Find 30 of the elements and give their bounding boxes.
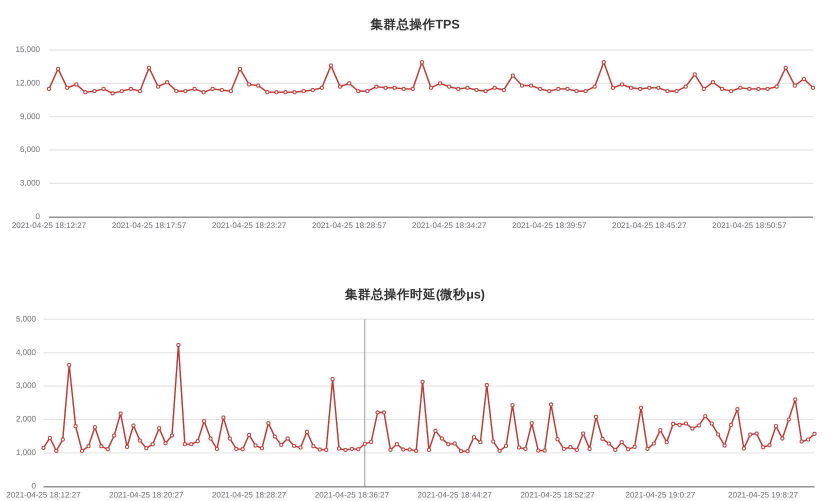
ytick: 6,000 [20, 145, 40, 154]
xtick: 2021-04-25 18:12:27 [12, 220, 86, 230]
xtick: 2021-04-25 18:17:57 [112, 220, 186, 230]
xtick: 2021-04-25 18:23:27 [212, 220, 286, 230]
xtick: 2021-04-25 18:45:27 [612, 220, 686, 230]
xtick: 2021-04-25 18:28:57 [312, 220, 386, 230]
ytick: 15,000 [16, 45, 40, 54]
ytick: 0 [36, 212, 40, 221]
xtick: 2021-04-25 18:12:27 [6, 490, 81, 500]
ytick: 0 [32, 481, 36, 490]
ytick: 2,000 [16, 414, 36, 424]
xtick: 2021-04-25 18:34:27 [412, 220, 486, 230]
ytick: 1,000 [16, 448, 36, 457]
xtick: 2021-04-25 18:39:57 [512, 220, 586, 230]
xtick: 2021-04-25 18:28:27 [212, 490, 286, 500]
xtick: 2021-04-25 18:52:27 [520, 490, 595, 500]
xtick: 2021-04-25 18:36:27 [314, 490, 390, 500]
xtick: 2021-04-25 18:50:57 [712, 220, 786, 230]
ytick: 3,000 [16, 381, 36, 390]
xtick: 2021-04-25 18:20:27 [109, 490, 184, 500]
xtick: 2021-04-25 19:0:27 [625, 490, 696, 500]
title: 集群总操作TPS [370, 17, 460, 32]
ytick: 4,000 [16, 348, 36, 357]
xtick: 2021-04-25 19:8:27 [728, 490, 798, 500]
ytick: 5,000 [16, 314, 36, 324]
ytick: 9,000 [20, 112, 40, 121]
ytick: 3,000 [20, 178, 40, 188]
ytick: 12,000 [16, 78, 40, 88]
title: 集群总操作时延(微秒μs) [345, 287, 485, 302]
xtick: 2021-04-25 18:44:27 [418, 490, 492, 500]
